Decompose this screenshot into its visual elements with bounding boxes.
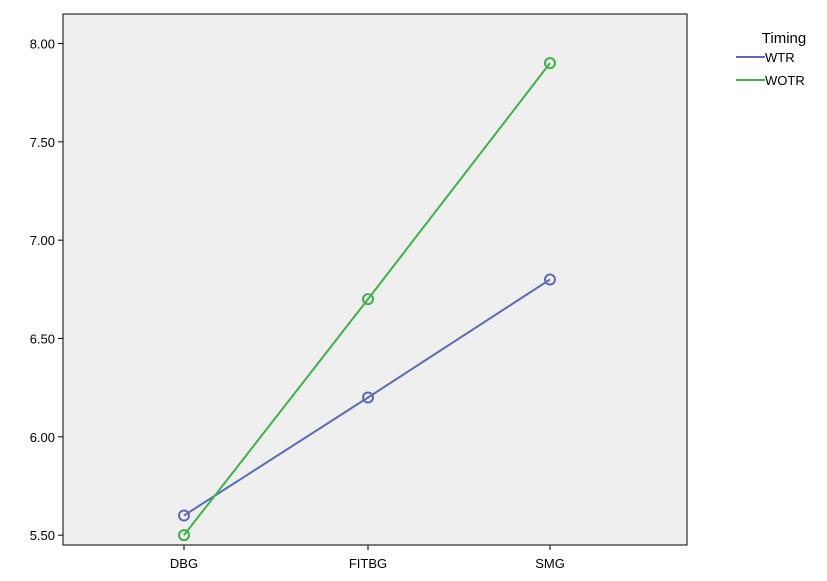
y-tick-label: 7.00 — [30, 233, 55, 248]
y-axis: 5.50 6.00 6.50 7.00 7.50 8.00 — [30, 37, 63, 543]
data-point — [178, 529, 190, 542]
y-tick-label: 8.00 — [30, 37, 55, 52]
data-point — [178, 509, 190, 522]
x-axis: DBG FITBG SMG — [170, 545, 565, 571]
legend-label: WOTR — [765, 73, 805, 88]
series-line — [183, 62, 551, 536]
series-layer — [178, 57, 556, 542]
plot-area — [62, 13, 688, 546]
y-tick-label: 7.50 — [30, 135, 55, 150]
data-point — [362, 293, 374, 306]
series-wotr — [178, 57, 556, 542]
x-tick-label: DBG — [170, 556, 198, 571]
legend-title: Timing — [762, 30, 806, 47]
legend-items: WTR WOTR — [736, 50, 805, 88]
legend-item: WTR — [736, 50, 795, 65]
x-tick-label: FITBG — [349, 556, 387, 571]
legend-label: WTR — [765, 50, 795, 65]
data-point — [544, 57, 556, 70]
series-line — [183, 278, 551, 517]
data-point — [544, 273, 556, 286]
y-tick-label: 6.00 — [30, 430, 55, 445]
series-wtr — [178, 273, 556, 522]
legend: Timing WTR WOTR — [736, 30, 806, 88]
legend-item: WOTR — [736, 73, 805, 88]
x-tick-label: SMG — [535, 556, 565, 571]
data-point — [362, 391, 374, 404]
y-tick-label: 6.50 — [30, 332, 55, 347]
y-tick-label: 5.50 — [30, 528, 55, 543]
